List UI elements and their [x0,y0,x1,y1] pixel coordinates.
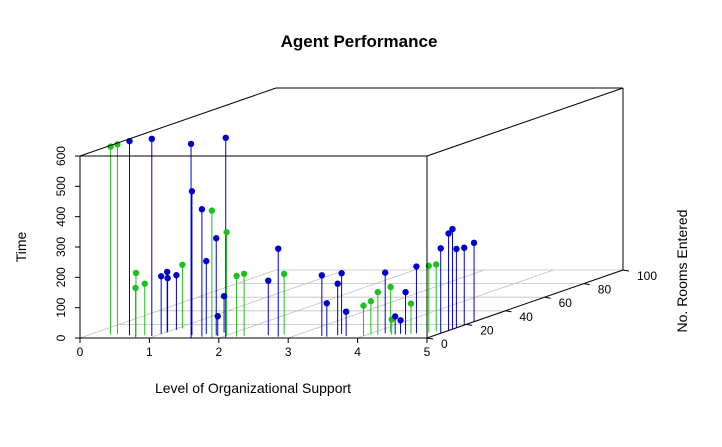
data-point-50 [470,239,478,247]
data-point-39 [397,317,404,324]
data-point-14 [148,135,156,143]
data-point-7 [214,313,221,320]
data-point-25 [265,277,272,284]
data-point-5 [203,257,210,265]
data-point-0 [222,134,229,142]
data-point-18 [157,273,165,280]
data-point-41 [407,300,415,307]
data-point-35 [382,269,389,276]
data-point-49 [461,244,468,251]
data-point-21 [173,272,180,279]
z-tick-label: 0 [54,334,68,341]
data-point-30 [338,270,345,277]
z-tick-label: 600 [54,146,68,166]
data-point-46 [445,230,452,237]
data-point-10 [275,245,282,252]
y-tick-label: 80 [598,283,612,297]
z-tick-label: 500 [54,176,68,196]
y-tick-label: 100 [637,269,657,283]
data-point-34 [374,288,382,296]
data-point-28 [323,300,331,307]
x-tick-label: 0 [77,345,84,359]
x-axis-label: Level of Organizational Support [155,380,351,396]
z-tick-label: 400 [54,206,68,226]
y-tick-label: 60 [559,296,573,310]
y-axis-line [426,269,624,339]
data-point-24 [240,270,248,277]
data-point-16 [132,284,139,292]
data-point-26 [280,270,288,278]
data-point-48 [453,245,460,253]
box-edge [79,87,277,157]
z-tick-label: 300 [54,237,68,257]
data-point-17 [141,280,148,287]
data-point-32 [360,302,367,309]
y-tick-mark [583,283,590,286]
y-tick-label: 20 [480,323,494,337]
x-tick-label: 3 [285,345,292,359]
data-point-1 [187,140,195,148]
y-tick-label: 40 [519,310,533,324]
data-point-31 [342,308,350,315]
z-axis-label: Time [13,231,29,262]
y-tick-mark [544,296,551,299]
data-point-40 [402,288,409,296]
data-point-27 [318,272,326,279]
x-tick-label: 1 [146,345,153,359]
x-tick-label: 5 [424,345,431,359]
data-point-15 [132,269,140,277]
data-point-4 [223,228,230,236]
data-point-9 [188,188,196,195]
y-tick-mark [622,269,630,272]
data-point-2 [198,206,206,213]
floor-gridline-x [288,269,485,339]
z-tick-label: 100 [54,297,68,317]
data-point-33 [367,298,375,305]
data-point-42 [413,263,420,270]
data-point-47 [449,225,456,233]
data-point-45 [437,245,444,252]
y-tick-mark [466,323,473,326]
data-point-6 [213,235,220,242]
z-tick-label: 200 [54,267,68,287]
y-tick-mark [505,310,512,313]
y-axis-label: No. Rooms Entered [674,210,690,333]
y-tick-mark [426,337,434,340]
x-tick-label: 2 [215,345,222,359]
data-point-36 [387,283,394,291]
data-point-38 [391,313,399,320]
data-point-29 [334,280,341,287]
data-point-23 [233,272,240,280]
floor-gridline-x [218,269,415,339]
point-stems [110,137,475,338]
box-edge [426,87,624,157]
chart-title: Agent Performance [281,32,438,51]
y-tick-label: 0 [441,337,448,351]
floor-gridline-x [79,269,277,339]
x-tick-label: 4 [354,345,361,359]
data-point-3 [208,207,216,214]
box-back-edges [276,87,624,270]
data-point-8 [220,292,228,300]
data-point-19 [163,268,171,276]
data-point-22 [179,261,186,268]
data-point-20 [164,274,171,282]
data-point-44 [432,261,440,268]
data-points [107,134,478,324]
